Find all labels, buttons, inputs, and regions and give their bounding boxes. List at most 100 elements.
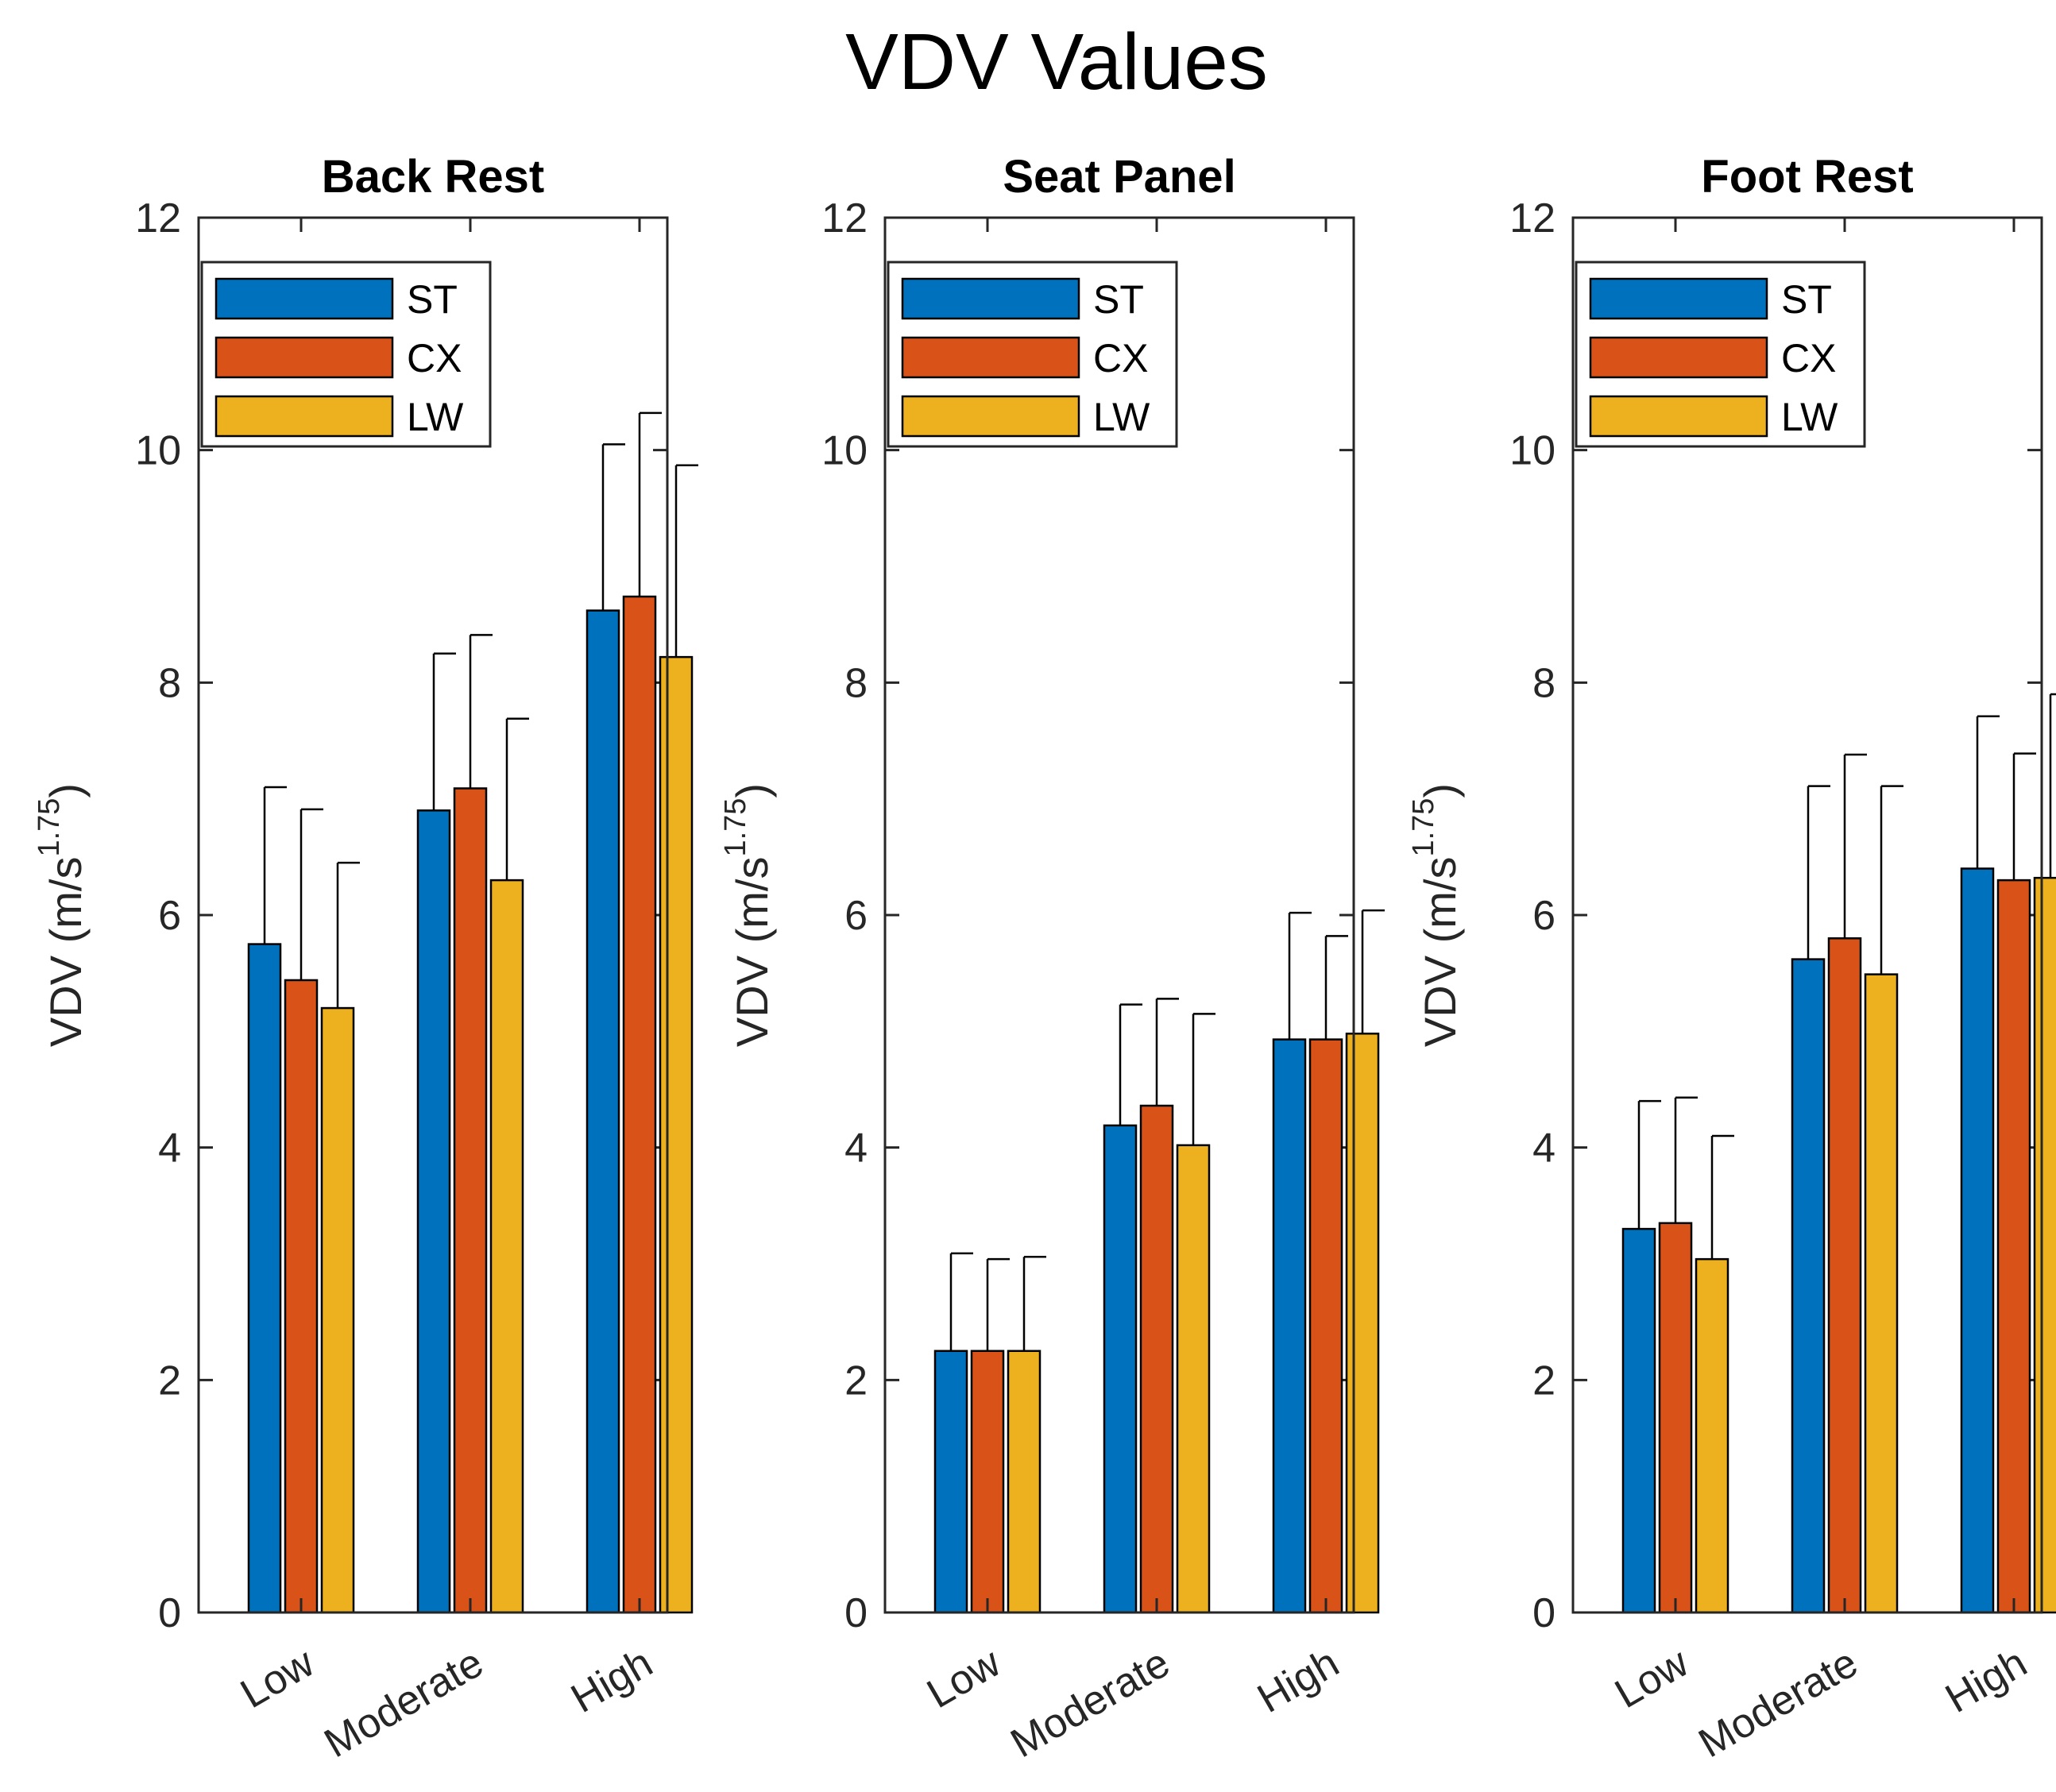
bar-st-low xyxy=(1621,1227,1656,1614)
x-tick-label: Moderate xyxy=(1003,1639,1177,1767)
x-tick-label: High xyxy=(563,1639,660,1722)
legend-label: CX xyxy=(407,336,462,380)
x-tick-label: Low xyxy=(233,1639,322,1717)
legend-label: ST xyxy=(407,277,458,322)
y-tick-label: 6 xyxy=(844,893,868,939)
x-tick-label: Moderate xyxy=(317,1639,491,1767)
legend-label: LW xyxy=(1093,395,1150,439)
y-tick-label: 10 xyxy=(821,428,868,474)
legend-swatch-cx xyxy=(214,336,394,379)
x-tick-label: Low xyxy=(1607,1639,1696,1717)
y-axis-label: VDV (m/s1.75) xyxy=(33,783,91,1047)
panel-title: Foot Rest xyxy=(1701,151,1913,203)
y-tick-label: 4 xyxy=(158,1126,181,1172)
y-tick-label: 8 xyxy=(1532,660,1556,706)
y-tick-label: 8 xyxy=(158,660,181,706)
y-tick-label: 4 xyxy=(844,1126,868,1172)
y-tick-label: 2 xyxy=(844,1358,868,1404)
y-tick-label: 2 xyxy=(158,1358,181,1404)
legend-swatch-cx xyxy=(901,336,1080,379)
legend-label: ST xyxy=(1093,277,1144,322)
y-axis-label-close: ) xyxy=(41,783,91,798)
panel-1: Back Rest 0 2 4 6 8 10 12 VDV (m/s1.75) LowModera… xyxy=(33,151,698,1767)
bar-cx-low xyxy=(284,979,319,1614)
legend-label: LW xyxy=(1781,395,1838,439)
legend-label: LW xyxy=(407,395,464,439)
legend-label: CX xyxy=(1093,336,1148,380)
y-tick-label: 4 xyxy=(1532,1126,1556,1172)
bar-st-moderate xyxy=(1103,1124,1138,1614)
bar-cx-high xyxy=(622,595,657,1614)
legend-swatch-lw xyxy=(901,395,1080,438)
bar-lw-low xyxy=(320,1006,355,1614)
axes-box xyxy=(883,216,1355,1614)
bar-cx-low xyxy=(1658,1222,1693,1614)
legend-label: CX xyxy=(1781,336,1836,380)
y-tick-label: 6 xyxy=(158,893,181,939)
bar-lw-moderate xyxy=(1864,973,1899,1614)
y-axis-label: VDV (m/s1.75) xyxy=(719,783,777,1047)
legend: ST CX LW xyxy=(1575,261,1866,448)
y-tick-label: 6 xyxy=(1532,893,1556,939)
legend-swatch-lw xyxy=(214,395,394,438)
y-tick-label: 10 xyxy=(135,428,181,474)
y-axis-label-base: VDV (m/s xyxy=(41,857,91,1048)
panel-3: Foot Rest 0 2 4 6 8 10 12 VDV (m/s1.75) LowModera… xyxy=(1407,151,2056,1767)
bar-st-low xyxy=(247,943,282,1614)
panel-2: Seat Panel 0 2 4 6 8 10 12 VDV (m/s1.75) LowModer… xyxy=(719,151,1385,1767)
legend-swatch-st xyxy=(901,277,1080,320)
y-tick-label: 8 xyxy=(844,660,868,706)
bar-lw-low xyxy=(1695,1257,1729,1614)
bar-st-high xyxy=(585,609,620,1614)
bar-cx-high xyxy=(1996,879,2031,1614)
legend: ST CX LW xyxy=(887,261,1178,448)
panel-title: Back Rest xyxy=(322,151,544,203)
y-tick-label: 10 xyxy=(1509,428,1556,474)
bar-lw-high xyxy=(1345,1033,1380,1614)
bar-cx-moderate xyxy=(453,787,488,1614)
y-axis-label-exponent: 1.75 xyxy=(1407,798,1440,857)
y-axis-label-base: VDV (m/s xyxy=(1415,857,1465,1048)
bar-lw-moderate xyxy=(489,879,524,1614)
figure-title: VDV Values xyxy=(845,17,1268,106)
x-tick-label: Low xyxy=(919,1639,1008,1717)
bar-st-moderate xyxy=(416,809,451,1614)
x-tick-label: High xyxy=(1938,1639,2035,1722)
y-tick-label: 2 xyxy=(1532,1358,1556,1404)
bar-st-low xyxy=(933,1350,968,1614)
bar-cx-low xyxy=(970,1350,1005,1614)
legend-label: ST xyxy=(1781,277,1832,322)
bar-lw-high xyxy=(659,655,694,1614)
bar-cx-moderate xyxy=(1139,1104,1174,1614)
y-tick-label: 12 xyxy=(1509,195,1556,241)
panel-title: Seat Panel xyxy=(1003,151,1235,203)
bar-st-high xyxy=(1272,1038,1307,1614)
legend-swatch-cx xyxy=(1589,336,1768,379)
y-tick-label: 12 xyxy=(135,195,181,241)
bar-lw-moderate xyxy=(1176,1144,1211,1614)
bar-cx-high xyxy=(1308,1038,1343,1614)
x-tick-label: High xyxy=(1250,1639,1347,1722)
y-axis-label: VDV (m/s1.75) xyxy=(1407,783,1465,1047)
legend-swatch-lw xyxy=(1589,395,1768,438)
y-tick-label: 0 xyxy=(158,1590,181,1636)
y-tick-label: 12 xyxy=(821,195,868,241)
y-axis-label-exponent: 1.75 xyxy=(719,798,752,857)
y-tick-label: 0 xyxy=(844,1590,868,1636)
y-axis-label-close: ) xyxy=(727,783,777,798)
bar-st-moderate xyxy=(1791,958,1826,1614)
legend-swatch-st xyxy=(1589,277,1768,320)
y-axis-label-exponent: 1.75 xyxy=(33,798,66,857)
bar-lw-low xyxy=(1007,1350,1042,1614)
axes-box xyxy=(1571,216,2043,1614)
legend-swatch-st xyxy=(214,277,394,320)
bar-cx-moderate xyxy=(1827,937,1862,1614)
y-axis-label-base: VDV (m/s xyxy=(727,857,777,1048)
y-tick-label: 0 xyxy=(1532,1590,1556,1636)
x-tick-label: Moderate xyxy=(1691,1639,1865,1767)
bar-lw-high xyxy=(2033,876,2056,1614)
y-axis-label-close: ) xyxy=(1415,783,1465,798)
axes-box xyxy=(197,216,669,1614)
